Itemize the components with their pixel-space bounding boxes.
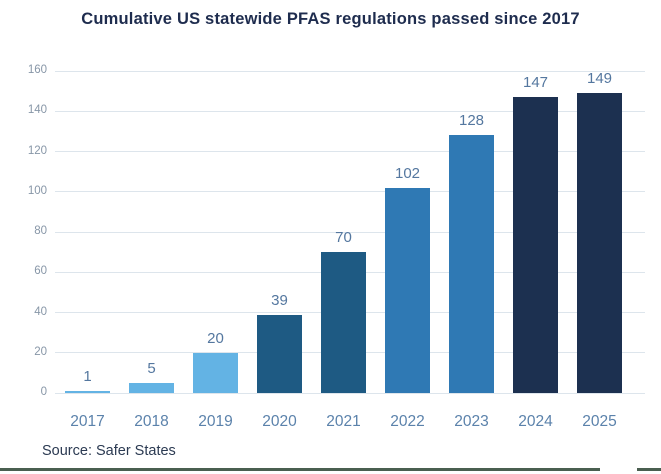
x-axis-label-2024: 2024 bbox=[518, 413, 553, 430]
y-axis-label-80: 80 bbox=[34, 225, 47, 237]
x-axis-label-2025: 2025 bbox=[582, 413, 617, 430]
bar-value-label-2022: 102 bbox=[394, 165, 421, 182]
x-axis-label-2021: 2021 bbox=[326, 413, 361, 430]
y-axis-label-120: 120 bbox=[27, 144, 47, 157]
bar-value-label-2020: 39 bbox=[271, 292, 288, 309]
y-axis-label-140: 140 bbox=[27, 104, 47, 117]
chart-title: Cumulative US statewide PFAS regulations… bbox=[81, 10, 580, 28]
bar-2023 bbox=[449, 135, 494, 393]
x-axis-label-2017: 2017 bbox=[70, 413, 105, 430]
y-axis-label-60: 60 bbox=[34, 265, 47, 278]
y-axis-label-20: 20 bbox=[34, 345, 47, 358]
y-axis-label-160: 160 bbox=[27, 64, 47, 76]
plot-area bbox=[55, 70, 645, 394]
gridline-y-120 bbox=[55, 151, 645, 152]
bar-2018 bbox=[129, 383, 174, 393]
bar-2020 bbox=[257, 315, 302, 393]
bar-2022 bbox=[385, 188, 430, 393]
gridline-y-160 bbox=[55, 70, 645, 72]
bar-2019 bbox=[193, 353, 238, 393]
bar-2025 bbox=[577, 93, 622, 393]
gridline-y-100 bbox=[55, 191, 645, 193]
y-axis-label-0: 0 bbox=[40, 386, 47, 398]
bar-2017 bbox=[65, 391, 110, 393]
bar-value-label-2024: 147 bbox=[522, 74, 549, 91]
bottom-border-line-left-segment bbox=[0, 468, 600, 471]
x-axis-label-2020: 2020 bbox=[262, 413, 297, 430]
bar-2024 bbox=[513, 97, 558, 393]
bar-2021 bbox=[321, 252, 366, 393]
gridline-y-80 bbox=[55, 231, 645, 233]
bar-value-label-2019: 20 bbox=[207, 330, 224, 347]
bar-value-label-2018: 5 bbox=[147, 360, 156, 377]
source-note: Source: Safer States bbox=[42, 443, 176, 459]
y-axis-label-100: 100 bbox=[27, 184, 47, 197]
gridline-y-140 bbox=[55, 110, 645, 112]
bar-value-label-2021: 70 bbox=[335, 229, 352, 246]
bottom-border-line-right-segment bbox=[637, 468, 661, 471]
x-axis-label-2022: 2022 bbox=[390, 413, 425, 430]
gridline-y-0 bbox=[55, 392, 645, 394]
x-axis-label-2018: 2018 bbox=[134, 413, 169, 430]
bar-value-label-2017: 1 bbox=[83, 368, 92, 385]
x-axis-label-2019: 2019 bbox=[198, 413, 233, 430]
bar-value-label-2023: 128 bbox=[458, 112, 485, 129]
x-axis-label-2023: 2023 bbox=[454, 413, 489, 430]
y-axis-label-40: 40 bbox=[34, 305, 47, 318]
bar-value-label-2025: 149 bbox=[586, 70, 613, 87]
